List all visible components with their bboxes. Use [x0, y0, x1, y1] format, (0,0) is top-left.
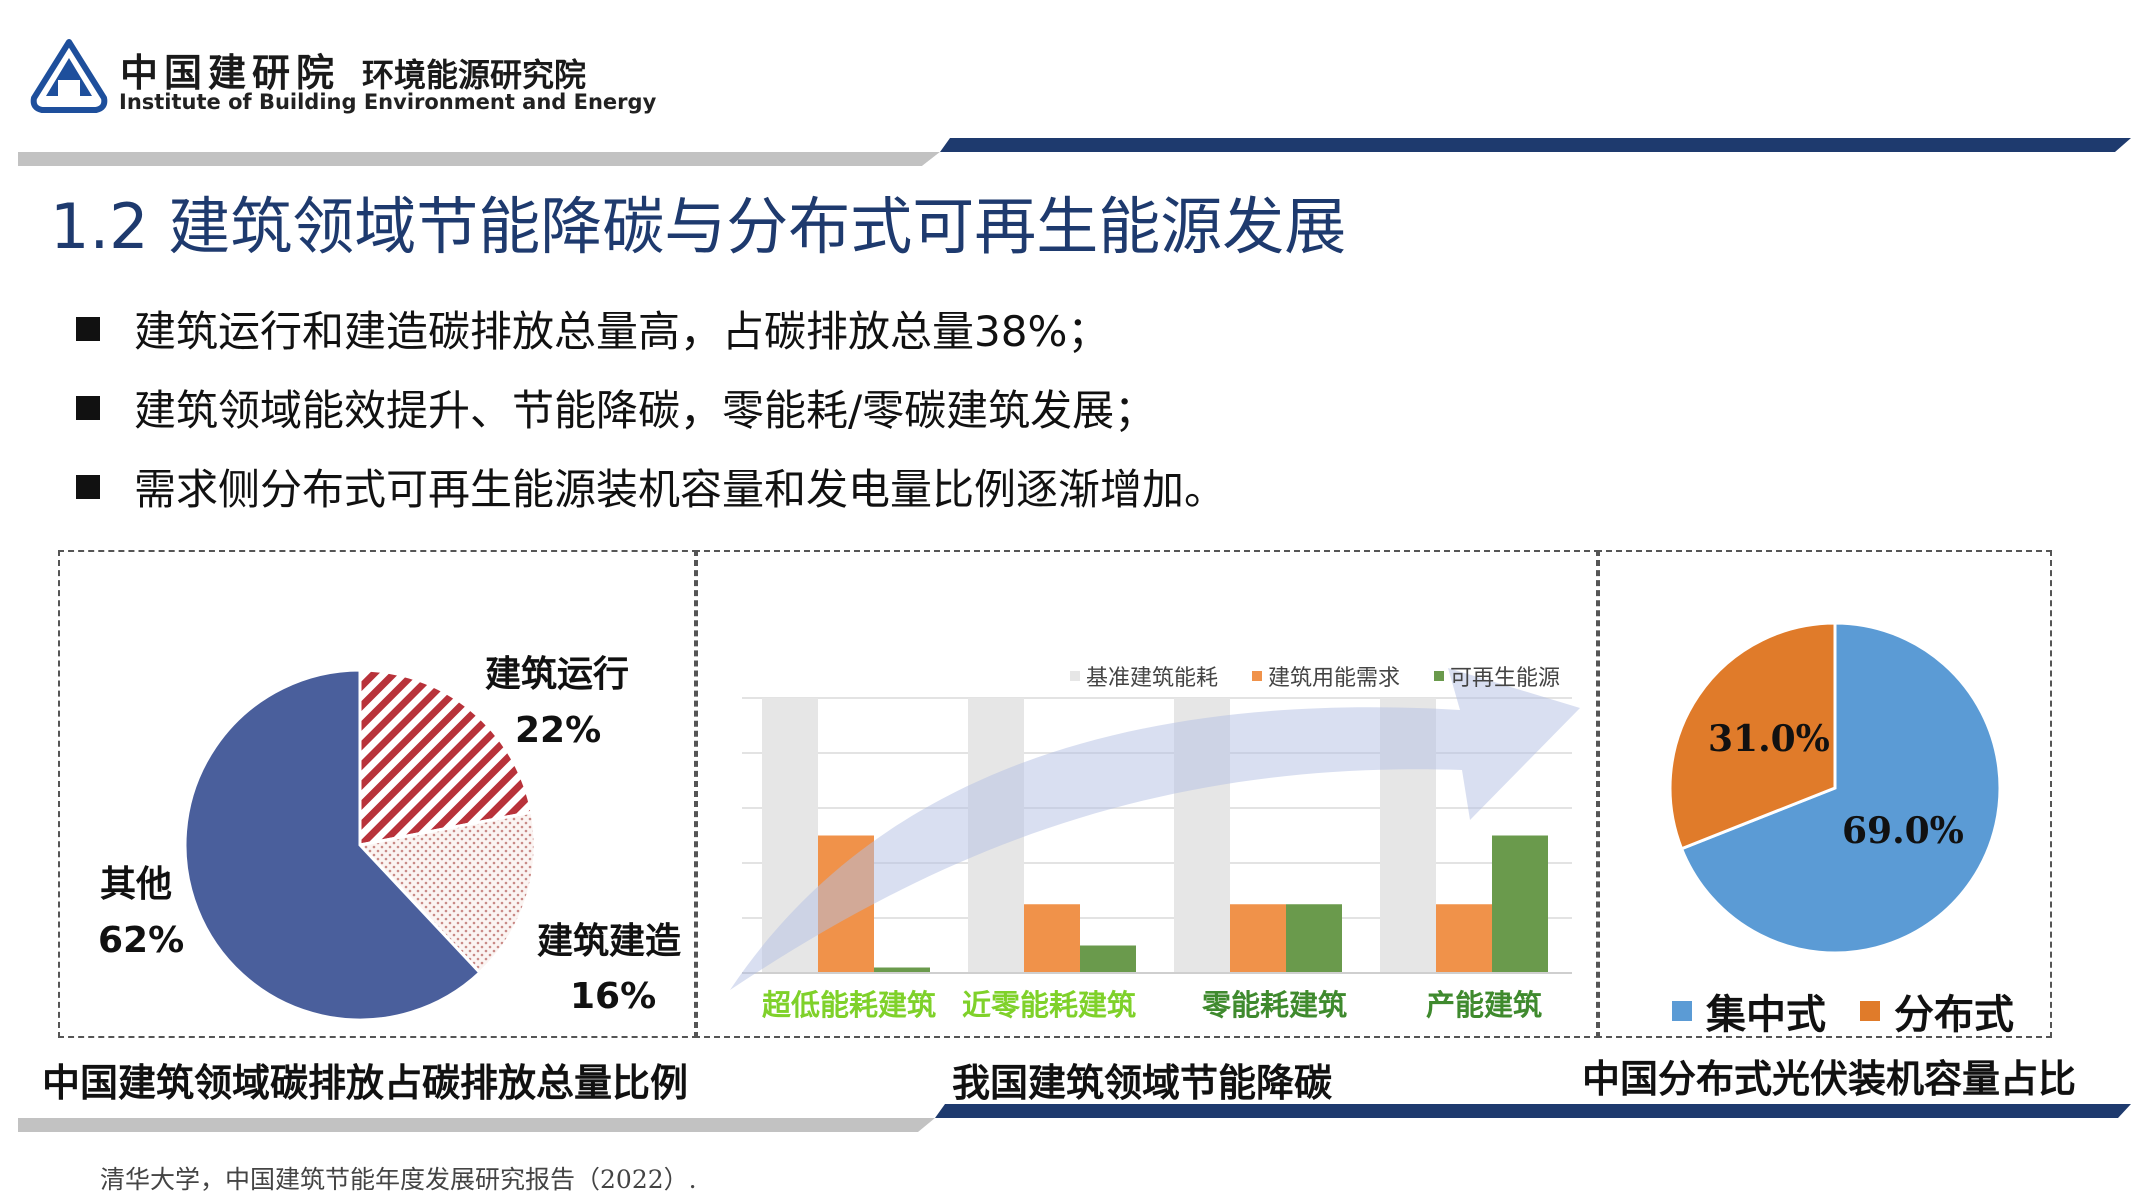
pie1-label-operation: 建筑运行 [485, 654, 630, 695]
bullet-square-icon [76, 395, 100, 420]
panel-pie-pv [1596, 550, 2052, 1038]
bar-chart-energy [730, 668, 1580, 990]
caption-pie-pv: 中国分布式光伏装机容量占比 [1582, 1057, 2077, 1101]
legend-item-centralized: 集中式 [1672, 982, 1826, 1040]
bar-renewable [1492, 835, 1548, 973]
pie2-value-centralized: 69.0% [1842, 810, 1964, 852]
bullet-1: 建筑运行和建造碳排放总量高，占碳排放总量38%； [76, 298, 1109, 359]
logo-emblem [30, 38, 108, 116]
panel-pie-carbon [58, 550, 698, 1038]
bullet-text: 建筑运行和建造碳排放总量高，占碳排放总量38%； [134, 307, 1110, 356]
pie1-slice-construction [357, 810, 537, 975]
growth-arrow-icon [730, 668, 1580, 990]
footer-band [0, 1098, 2131, 1134]
bar-demand [1024, 904, 1080, 973]
org-name-cn-right: 环境能源研究院 [362, 56, 587, 94]
org-name-cn-left: 中国建研院 [120, 50, 341, 95]
caption-pie-carbon: 中国建筑领域碳排放占碳排放总量比例 [42, 1061, 689, 1105]
bar-renewable [1286, 904, 1342, 973]
bar-category-plus: 产能建筑 [1426, 988, 1543, 1022]
pie1-value-construction: 16% [570, 976, 657, 1017]
bar-category-ultra-low: 超低能耗建筑 [762, 988, 937, 1022]
bar-demand [1436, 904, 1492, 973]
header-band [0, 126, 2131, 166]
legend-item-baseline: 基准建筑能耗 [1070, 660, 1218, 692]
bullet-text: 建筑领域能效提升、节能降碳，零能耗/零碳建筑发展； [134, 386, 1157, 435]
legend-item-renewable: 可再生能源 [1434, 660, 1560, 692]
bar-renewable [1080, 945, 1136, 973]
bullet-text: 需求侧分布式可再生能源装机容量和发电量比例逐渐增加。 [134, 465, 1227, 514]
page-title: 1.2 建筑领域节能降碳与分布式可再生能源发展 [50, 190, 1347, 263]
legend-text: 基准建筑能耗 [1086, 666, 1219, 691]
pie1-slice-operation [358, 668, 534, 847]
bullet-2: 建筑领域能效提升、节能降碳，零能耗/零碳建筑发展； [76, 377, 1156, 438]
org-name-en: Institute of Building Environment and En… [119, 90, 657, 114]
legend-item-distributed: 分布式 [1860, 982, 2014, 1040]
source-citation: 清华大学，中国建筑节能年度发展研究报告（2022）. [100, 1165, 697, 1194]
legend-text: 分布式 [1894, 992, 2014, 1038]
bar-category-near-zero: 近零能耗建筑 [962, 988, 1137, 1022]
legend-text: 可再生能源 [1450, 666, 1561, 691]
legend-item-demand: 建筑用能需求 [1252, 660, 1400, 692]
pie1-value-operation: 22% [515, 710, 602, 751]
pie1-slice-other [183, 668, 482, 1022]
pie1-value-other: 62% [98, 920, 185, 961]
pie1-label-construction: 建筑建造 [537, 921, 682, 962]
bullet-3: 需求侧分布式可再生能源装机容量和发电量比例逐渐增加。 [76, 456, 1226, 517]
pie-chart-carbon [183, 668, 537, 1022]
pie2-legend: 集中式 分布式 [1672, 982, 2014, 1040]
legend-text: 集中式 [1706, 992, 1826, 1038]
legend-text: 建筑用能需求 [1268, 666, 1401, 691]
caption-bar-energy: 我国建筑领域节能降碳 [952, 1061, 1333, 1105]
panel-bar-energy [694, 550, 1600, 1038]
pie1-label-other: 其他 [100, 864, 173, 905]
bar-renewable [874, 967, 930, 973]
pie2-slice-centralized [1679, 621, 2002, 955]
bullet-square-icon [76, 474, 100, 499]
pie2-slice-distributed [1668, 621, 1837, 851]
bullet-square-icon [76, 316, 100, 341]
bar-demand [1230, 904, 1286, 973]
bar-category-zero: 零能耗建筑 [1202, 988, 1348, 1022]
bar-legend: 基准建筑能耗 建筑用能需求 可再生能源 [1070, 660, 1560, 692]
pie-chart-pv [1668, 621, 2002, 955]
pie2-value-distributed: 31.0% [1708, 718, 1830, 760]
